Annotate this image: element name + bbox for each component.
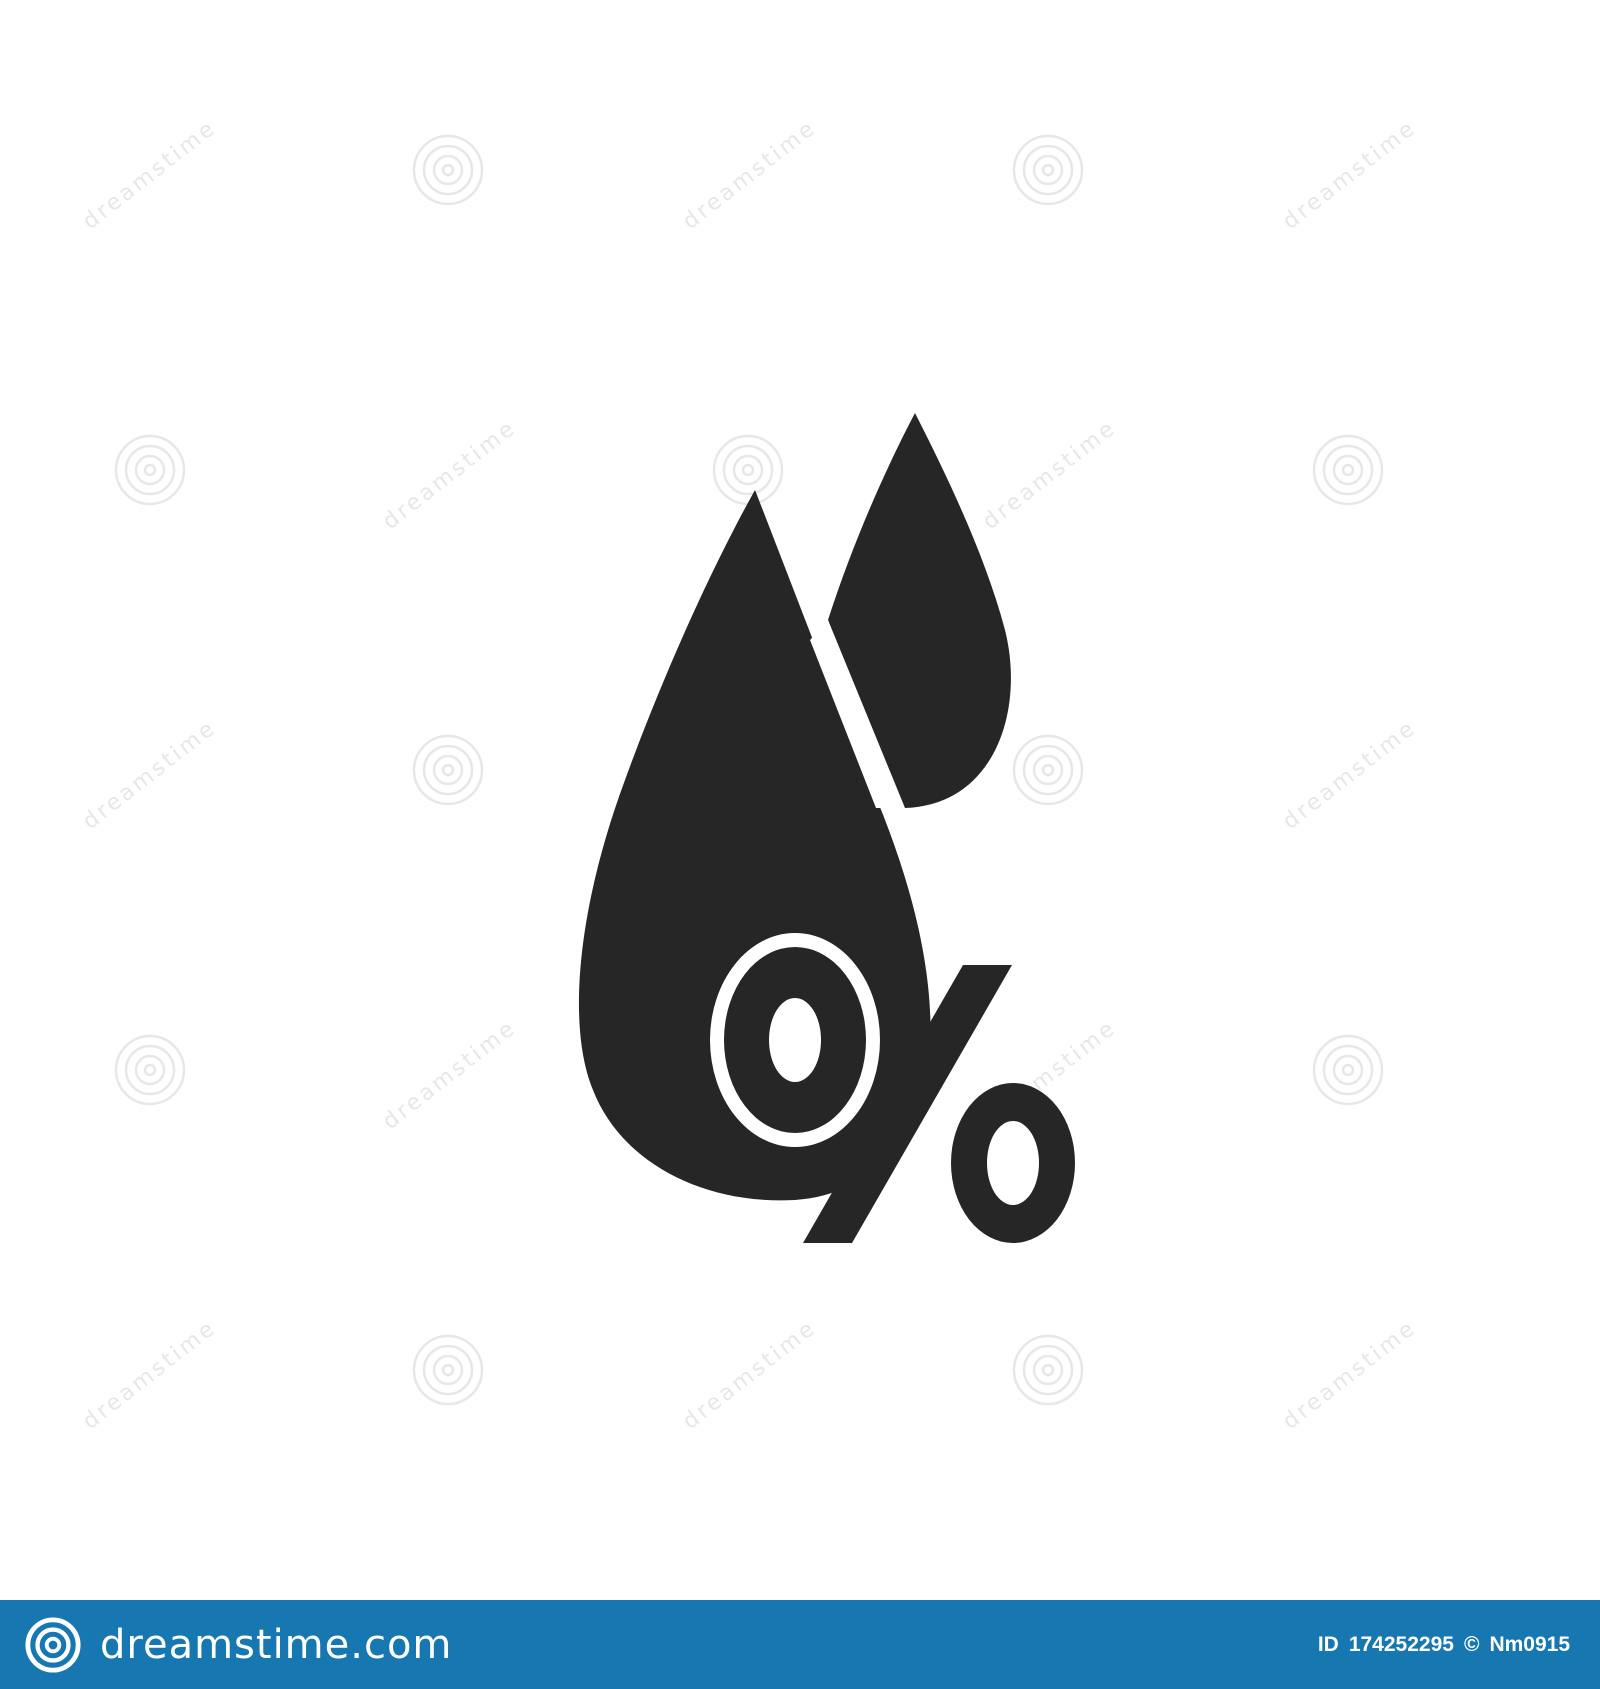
footer-bar: dreamstime.com ID 174252295 © Nm0915 [0,1600,1600,1689]
watermark-text: dreamstime [1278,1315,1421,1435]
watermark-spiral-icon [712,434,784,506]
humidity-percent-icon [578,413,1075,1243]
watermark-text: dreamstime [78,115,221,235]
small-drop-shape [828,413,1011,808]
watermark-spiral-icon [1012,734,1084,806]
artwork: dreamstime dreamstime dreamstime dreamstime… [78,115,1421,1435]
percent-sign [710,933,1075,1243]
image-credit: ID 174252295 © Nm0915 [1318,1633,1570,1657]
watermark-spiral-icon [1312,1034,1384,1106]
watermark-text: dreamstime [378,415,521,535]
brand[interactable]: dreamstime.com [24,1616,452,1674]
percent-slash [803,965,1012,1243]
watermark-text: dreamstime [378,1015,521,1135]
image-id: 174252295 [1348,1632,1454,1656]
watermark-text: dreamstime [78,715,221,835]
watermark-text: dreamstime [1278,115,1421,235]
watermark-spiral-icon [114,434,186,506]
watermark-spiral-icon [1012,1334,1084,1406]
percent-top-hole [769,998,821,1082]
watermark-spiral-icon [1012,134,1084,206]
percent-bottom-hole [987,1121,1039,1205]
watermark-text: dreamstime [978,415,1121,535]
watermark-text: dreamstime [1278,715,1421,835]
watermark-spiral-icon [412,134,484,206]
watermark-spiral-icon [114,1034,186,1106]
copyright-symbol: © [1463,1632,1480,1656]
dreamstime-spiral-logo-icon [25,1616,81,1673]
watermark-spiral-icon [412,734,484,806]
brand-name: dreamstime.com [100,1621,453,1668]
id-label: ID [1317,1632,1339,1656]
watermark-spiral-icon [1312,434,1384,506]
watermark-spiral-icon [412,1334,484,1406]
author-name: Nm0915 [1489,1632,1570,1656]
watermark-text: dreamstime [678,1315,821,1435]
watermark-text: dreamstime [78,1315,221,1435]
watermark-text: dreamstime [678,115,821,235]
drop-gap [810,620,900,808]
